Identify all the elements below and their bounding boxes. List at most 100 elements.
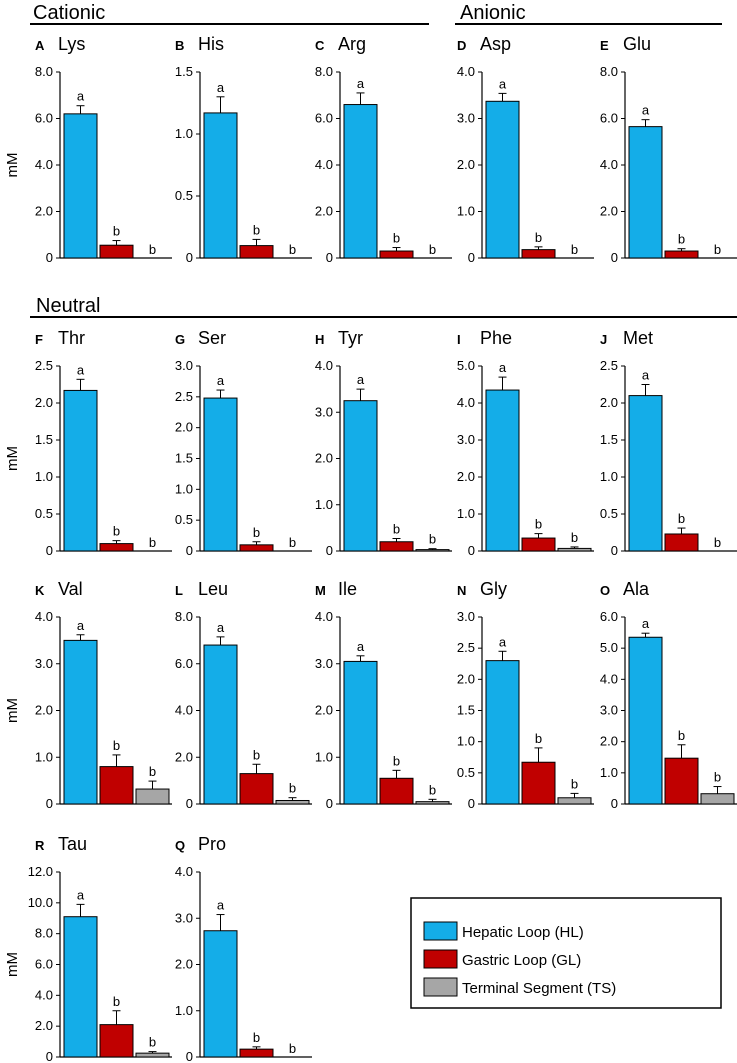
significance-letter: b	[535, 230, 542, 245]
tick-label: 4.0	[315, 609, 333, 624]
legend-label: Terminal Segment (TS)	[462, 980, 616, 997]
bar-gl	[99, 543, 134, 552]
significance-letter: b	[253, 525, 260, 540]
tick-label: 2.0	[600, 734, 618, 749]
panel-letter: B	[175, 38, 184, 53]
legend-item-ts: Terminal Segment (TS)	[423, 977, 616, 997]
significance-letter: b	[678, 511, 685, 526]
tick-label: 1.0	[35, 749, 53, 764]
significance-letter: b	[113, 738, 120, 753]
significance-letter: b	[571, 530, 578, 545]
tick-label: 8.0	[35, 926, 53, 941]
panel-leu: L Leu 0 2.0 4.0 6.0 8.0 a b b	[175, 579, 312, 811]
significance-letter: a	[217, 80, 225, 95]
legend-swatch	[423, 949, 458, 969]
panel-letter: D	[457, 38, 466, 53]
panel-gly: N Gly 0 0.5 1.0 1.5 2.0 2.5 3.0 a b b	[457, 579, 594, 811]
bar-gl	[379, 250, 414, 259]
panel-title: Glu	[623, 34, 651, 54]
panel-title: Ala	[623, 579, 650, 599]
tick-label: 6.0	[35, 957, 53, 972]
significance-letter: b	[429, 782, 436, 797]
bar-gl	[521, 249, 556, 259]
tick-label: 1.0	[457, 204, 475, 219]
tick-label: 3.0	[457, 609, 475, 624]
panel-letter: F	[35, 332, 43, 347]
significance-letter: b	[714, 242, 721, 257]
tick-label: 0	[46, 1049, 53, 1063]
tick-label: 0	[611, 250, 618, 265]
significance-letter: b	[149, 535, 156, 550]
tick-label: 3.0	[35, 656, 53, 671]
panel-letter: A	[35, 38, 45, 53]
bar-ts	[135, 788, 170, 805]
tick-label: 2.0	[457, 671, 475, 686]
legend-item-gl: Gastric Loop (GL)	[423, 949, 581, 969]
bar-hl	[628, 126, 663, 259]
significance-letter: b	[149, 764, 156, 779]
tick-label: 3.0	[600, 703, 618, 718]
bar-hl	[485, 660, 520, 805]
tick-label: 0	[468, 796, 475, 811]
tick-label: 0	[186, 796, 193, 811]
significance-letter: a	[77, 618, 85, 633]
tick-label: 2.0	[175, 420, 193, 435]
significance-letter: b	[393, 522, 400, 537]
significance-letter: a	[499, 360, 507, 375]
bar-hl	[203, 930, 238, 1058]
tick-label: 0	[46, 250, 53, 265]
tick-label: 4.0	[600, 157, 618, 172]
section-header-cationic: Cationic	[30, 2, 429, 25]
bar-hl	[63, 916, 98, 1058]
significance-letter: b	[429, 532, 436, 547]
tick-label: 3.0	[175, 910, 193, 925]
tick-label: 1.5	[600, 432, 618, 447]
y-axis-label: mM	[4, 153, 21, 178]
panel-letter: L	[175, 583, 183, 598]
significance-letter: b	[253, 747, 260, 762]
bar-hl	[485, 389, 520, 552]
tick-label: 8.0	[315, 64, 333, 79]
panel-title: Tau	[58, 834, 87, 854]
bar-ts	[415, 801, 450, 805]
panel-letter: G	[175, 332, 185, 347]
significance-letter: b	[113, 994, 120, 1009]
bar-hl	[203, 397, 238, 552]
tick-label: 0.5	[600, 506, 618, 521]
tick-label: 0.5	[457, 765, 475, 780]
significance-letter: a	[642, 616, 650, 631]
bar-hl	[63, 389, 98, 552]
tick-label: 3.0	[457, 432, 475, 447]
significance-letter: b	[571, 242, 578, 257]
tick-label: 2.0	[175, 749, 193, 764]
tick-label: 0	[46, 796, 53, 811]
panel-title: Thr	[58, 328, 85, 348]
tick-label: 3.0	[175, 358, 193, 373]
significance-letter: b	[393, 753, 400, 768]
section-header-anionic: Anionic	[455, 2, 722, 25]
significance-letter: b	[714, 770, 721, 785]
bar-hl	[343, 660, 378, 805]
bar-hl	[343, 400, 378, 552]
panel-letter: H	[315, 332, 324, 347]
bar-gl	[664, 757, 699, 805]
significance-letter: a	[77, 89, 85, 104]
significance-letter: b	[678, 728, 685, 743]
section-title: Cationic	[33, 2, 105, 24]
panel-arg: C Arg 0 2.0 4.0 6.0 8.0 a b b	[315, 34, 452, 265]
panel-letter: N	[457, 583, 466, 598]
tick-label: 0	[186, 250, 193, 265]
panel-title: Lys	[58, 34, 85, 54]
significance-letter: a	[499, 76, 507, 91]
tick-label: 2.0	[175, 957, 193, 972]
significance-letter: b	[253, 1030, 260, 1045]
y-axis-label: mM	[4, 952, 21, 977]
tick-label: 2.0	[35, 395, 53, 410]
bar-gl	[99, 244, 134, 259]
tick-label: 1.0	[600, 469, 618, 484]
tick-label: 0	[611, 796, 618, 811]
significance-letter: a	[357, 76, 365, 91]
bar-hl	[63, 639, 98, 805]
y-axis-label: mM	[4, 698, 21, 723]
significance-letter: a	[499, 634, 507, 649]
